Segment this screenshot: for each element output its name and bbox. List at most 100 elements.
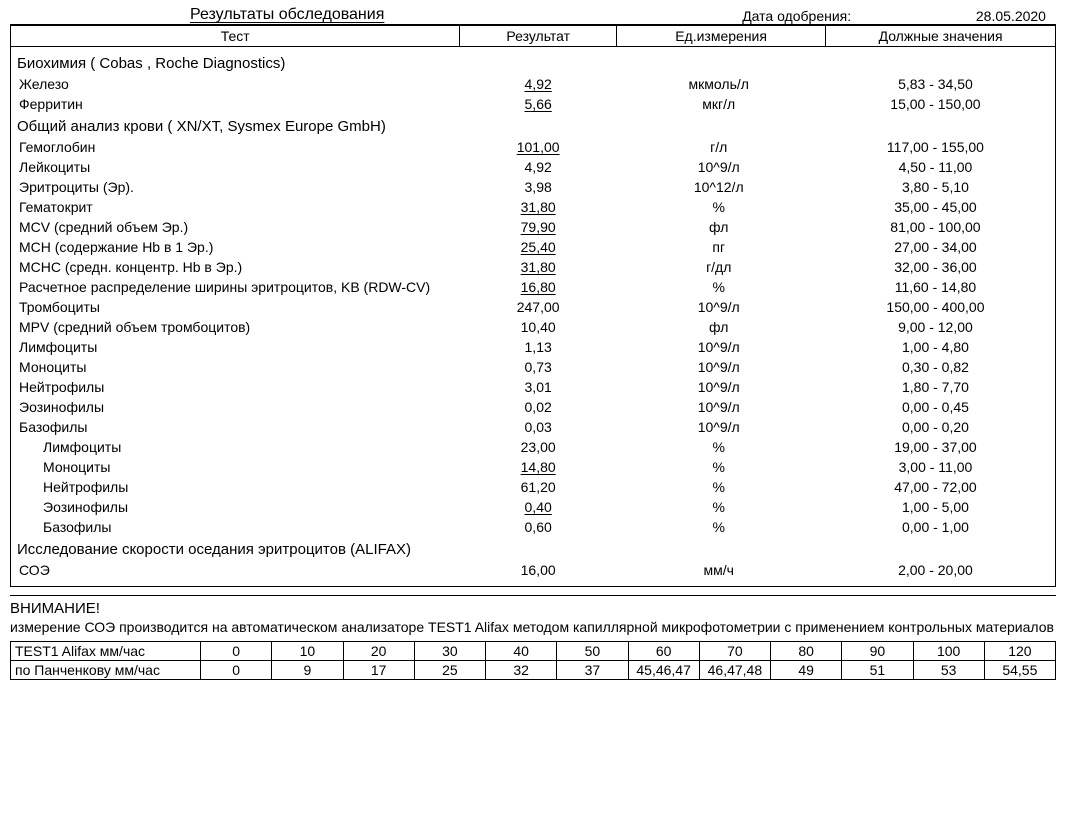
test-result: 0,02 (461, 399, 616, 415)
test-name: Лейкоциты (17, 159, 461, 175)
conversion-cell: 0 (201, 641, 272, 660)
test-name: Лимфоциты (17, 439, 461, 455)
test-unit: % (616, 279, 822, 295)
test-reference: 3,80 - 5,10 (822, 179, 1049, 195)
result-row: Моноциты14,80%3,00 - 11,00 (17, 457, 1049, 477)
test-unit: мкг/л (616, 96, 822, 112)
result-row: Базофилы0,0310^9/л0,00 - 0,20 (17, 417, 1049, 437)
result-row: Расчетное распределение ширины эритроцит… (17, 277, 1049, 297)
col-unit: Ед.измерения (617, 26, 826, 47)
test-unit: пг (616, 239, 822, 255)
result-row: Ферритин5,66мкг/л15,00 - 150,00 (17, 94, 1049, 114)
conversion-cell: 17 (343, 660, 414, 679)
test-name: MPV (средний объем тромбоцитов) (17, 319, 461, 335)
conversion-row-label: TEST1 Alifax мм/час (11, 641, 201, 660)
test-name: MCV (средний объем Эр.) (17, 219, 461, 235)
test-result: 4,92 (461, 159, 616, 175)
test-name: MCHC (средн. концентр. Hb в Эр.) (17, 259, 461, 275)
result-row: MCH (содержание Hb в 1 Эр.)25,40пг27,00 … (17, 237, 1049, 257)
test-name: Базофилы (17, 519, 461, 535)
test-reference: 5,83 - 34,50 (822, 76, 1049, 92)
conversion-cell: 90 (842, 641, 913, 660)
attention-block: ВНИМАНИЕ! измерение СОЭ производится на … (10, 595, 1056, 680)
conversion-cell: 40 (486, 641, 557, 660)
test-reference: 47,00 - 72,00 (822, 479, 1049, 495)
result-row: Лимфоциты23,00%19,00 - 37,00 (17, 437, 1049, 457)
test-unit: % (616, 439, 822, 455)
test-name: Лимфоциты (17, 339, 461, 355)
test-result: 4,92 (461, 76, 616, 92)
test-unit: г/л (616, 139, 822, 155)
conversion-cell: 120 (984, 641, 1055, 660)
test-reference: 4,50 - 11,00 (822, 159, 1049, 175)
col-result: Результат (460, 26, 617, 47)
test-result: 3,98 (461, 179, 616, 195)
test-result: 31,80 (461, 259, 616, 275)
test-reference: 15,00 - 150,00 (822, 96, 1049, 112)
test-reference: 2,00 - 20,00 (822, 562, 1049, 578)
test-result: 23,00 (461, 439, 616, 455)
result-row: Моноциты0,7310^9/л0,30 - 0,82 (17, 357, 1049, 377)
conversion-cell: 30 (414, 641, 485, 660)
test-result: 25,40 (461, 239, 616, 255)
test-name: Моноциты (17, 459, 461, 475)
test-reference: 35,00 - 45,00 (822, 199, 1049, 215)
result-row: MPV (средний объем тромбоцитов)10,40фл9,… (17, 317, 1049, 337)
conversion-cell: 50 (557, 641, 628, 660)
test-name: Гематокрит (17, 199, 461, 215)
test-unit: 10^9/л (616, 359, 822, 375)
conversion-row-alifax: TEST1 Alifax мм/час010203040506070809010… (11, 641, 1056, 660)
conversion-cell: 49 (771, 660, 842, 679)
test-result: 61,20 (461, 479, 616, 495)
test-reference: 150,00 - 400,00 (822, 299, 1049, 315)
test-reference: 0,00 - 0,45 (822, 399, 1049, 415)
test-name: Железо (17, 76, 461, 92)
test-unit: 10^9/л (616, 299, 822, 315)
test-unit: % (616, 199, 822, 215)
test-name: MCH (содержание Hb в 1 Эр.) (17, 239, 461, 255)
conversion-row-label: по Панченкову мм/час (11, 660, 201, 679)
test-result: 0,73 (461, 359, 616, 375)
test-reference: 3,00 - 11,00 (822, 459, 1049, 475)
test-result: 1,13 (461, 339, 616, 355)
test-result: 0,60 (461, 519, 616, 535)
test-reference: 27,00 - 34,00 (822, 239, 1049, 255)
test-result: 0,03 (461, 419, 616, 435)
test-result: 3,01 (461, 379, 616, 395)
test-reference: 11,60 - 14,80 (822, 279, 1049, 295)
test-unit: % (616, 479, 822, 495)
test-reference: 0,00 - 0,20 (822, 419, 1049, 435)
result-row: MCHC (средн. концентр. Hb в Эр.)31,80г/д… (17, 257, 1049, 277)
report-title: Результаты обследования (10, 6, 564, 24)
result-row: Нейтрофилы61,20%47,00 - 72,00 (17, 477, 1049, 497)
test-unit: 10^9/л (616, 339, 822, 355)
conversion-cell: 37 (557, 660, 628, 679)
test-name: Эритроциты (Эр). (17, 179, 461, 195)
test-result: 16,80 (461, 279, 616, 295)
test-result: 31,80 (461, 199, 616, 215)
column-headers: Тест Результат Ед.измерения Должные знач… (11, 26, 1056, 47)
test-reference: 1,00 - 4,80 (822, 339, 1049, 355)
test-name: Расчетное распределение ширины эритроцит… (17, 279, 461, 295)
test-result: 79,90 (461, 219, 616, 235)
attention-heading: ВНИМАНИЕ! (10, 600, 1056, 617)
attention-text: измерение СОЭ производится на автоматиче… (10, 619, 1056, 637)
test-name: Тромбоциты (17, 299, 461, 315)
test-unit: 10^12/л (616, 179, 822, 195)
conversion-cell: 100 (913, 641, 984, 660)
test-unit: г/дл (616, 259, 822, 275)
conversion-cell: 70 (699, 641, 770, 660)
result-row: Эозинофилы0,0210^9/л0,00 - 0,45 (17, 397, 1049, 417)
test-name: Нейтрофилы (17, 479, 461, 495)
test-name: Ферритин (17, 96, 461, 112)
test-reference: 32,00 - 36,00 (822, 259, 1049, 275)
test-name: Эозинофилы (17, 399, 461, 415)
result-row: Железо4,92мкмоль/л5,83 - 34,50 (17, 74, 1049, 94)
test-unit: % (616, 519, 822, 535)
test-unit: 10^9/л (616, 159, 822, 175)
test-name: Базофилы (17, 419, 461, 435)
test-reference: 0,30 - 0,82 (822, 359, 1049, 375)
test-unit: % (616, 459, 822, 475)
conversion-cell: 9 (272, 660, 343, 679)
conversion-cell: 54,55 (984, 660, 1055, 679)
